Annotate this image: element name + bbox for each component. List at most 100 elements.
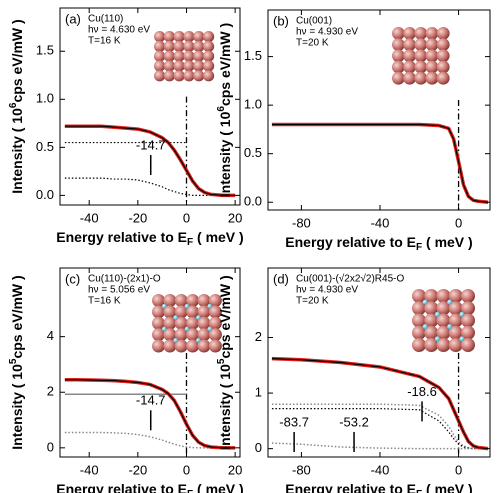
atom xyxy=(203,70,215,82)
series-line xyxy=(271,442,489,450)
series-line xyxy=(64,379,236,449)
atom xyxy=(403,60,416,74)
atom xyxy=(183,50,195,62)
atom xyxy=(461,325,475,340)
atom xyxy=(193,70,205,82)
annotation-label: -14.7 xyxy=(136,137,166,152)
x-tick-label: 20 xyxy=(228,462,242,477)
y-axis-label-part: cps eV/mW ) xyxy=(9,19,25,102)
y-tick-label: 0 xyxy=(255,440,262,455)
atom xyxy=(193,40,205,53)
atom xyxy=(436,38,450,51)
panel-note: T=20 K xyxy=(296,296,329,307)
atom xyxy=(392,49,405,63)
atom xyxy=(461,289,475,303)
atom xyxy=(436,289,451,303)
panel-label: (a) xyxy=(65,11,81,26)
x-tick-label: 0 xyxy=(455,462,462,477)
atom xyxy=(461,301,475,316)
panel-note: hν = 4.930 eV xyxy=(296,285,358,296)
y-axis-label-part: cps eV/mW ) xyxy=(217,23,233,106)
x-axis-label-part: ( meV ) xyxy=(193,229,244,245)
y-tick-label: 0 xyxy=(47,439,54,454)
atom xyxy=(425,27,439,40)
series-line xyxy=(64,431,236,449)
oxygen-atom xyxy=(207,303,212,309)
panel-note: T=20 K xyxy=(296,38,329,49)
y-tick-label: 0.5 xyxy=(244,145,262,160)
x-tick-label: 20 xyxy=(228,210,242,225)
oxygen-atom xyxy=(184,326,190,332)
crystal-model xyxy=(154,30,215,82)
x-axis-label: Energy relative to EF ( meV ) xyxy=(56,481,243,493)
atom xyxy=(461,338,475,352)
atom xyxy=(197,328,211,342)
atom xyxy=(154,70,166,82)
atom xyxy=(412,325,426,340)
atom xyxy=(163,60,175,72)
atom xyxy=(414,38,428,51)
y-tick-label: 1.5 xyxy=(244,48,262,63)
y-tick-label: 4 xyxy=(47,328,54,343)
atom xyxy=(197,294,211,307)
atom xyxy=(163,316,177,330)
x-axis-label-part: Energy relative to E xyxy=(56,229,187,245)
atom xyxy=(163,339,177,353)
atom xyxy=(425,38,439,51)
atom xyxy=(152,316,165,330)
atom xyxy=(448,325,463,340)
atom xyxy=(448,301,463,316)
atom xyxy=(461,313,475,328)
atom xyxy=(173,30,185,43)
atom xyxy=(425,60,439,74)
x-axis-label-part: ( meV ) xyxy=(422,481,473,493)
atom xyxy=(174,328,188,342)
panel-label: (d) xyxy=(273,271,289,286)
annotation-label: -14.7 xyxy=(136,393,166,408)
atom xyxy=(183,70,195,82)
atom xyxy=(208,305,222,319)
atom xyxy=(392,27,405,40)
atom xyxy=(183,30,195,43)
atom xyxy=(412,301,426,316)
oxygen-atom xyxy=(434,311,440,317)
oxygen-atom xyxy=(161,326,167,332)
atom xyxy=(403,38,416,51)
series-line xyxy=(271,123,489,203)
annotation-label: -53.2 xyxy=(339,414,369,429)
panel-note: Cu(001)-(√2x2√2)R45-O xyxy=(296,273,404,285)
atom xyxy=(173,50,185,62)
atom xyxy=(412,289,426,303)
annotation-label: -18.6 xyxy=(407,384,437,399)
atom xyxy=(186,305,200,319)
atom xyxy=(193,30,205,43)
x-axis-label: Energy relative to EF ( meV ) xyxy=(56,229,243,248)
y-axis-label-sup: 6 xyxy=(216,106,227,112)
y-axis-label-part: cps eV/mW ) xyxy=(9,275,25,358)
panel-note: T=16 K xyxy=(88,36,121,47)
atom xyxy=(436,338,451,352)
y-axis-label-sup: 6 xyxy=(8,102,19,108)
panel-label: (b) xyxy=(273,13,289,28)
x-axis-label-part: Energy relative to E xyxy=(56,481,187,493)
x-tick-label: -40 xyxy=(371,215,390,230)
y-tick-label: 1.5 xyxy=(36,43,54,58)
atom xyxy=(203,50,215,62)
atom xyxy=(197,339,211,353)
x-axis-label: Energy relative to EF ( meV ) xyxy=(285,234,472,253)
series-line xyxy=(271,122,489,204)
x-axis-label-sub: F xyxy=(416,242,422,253)
x-tick-label: -80 xyxy=(292,462,311,477)
atom xyxy=(448,289,463,303)
atom xyxy=(203,40,215,53)
atom xyxy=(186,294,200,307)
oxygen-atom xyxy=(422,324,428,330)
y-axis-label-sup: 5 xyxy=(8,358,19,364)
panel-note: Cu(001) xyxy=(296,16,332,27)
x-tick-label: -40 xyxy=(80,462,99,477)
atom xyxy=(163,305,177,319)
x-tick-label: 0 xyxy=(183,462,190,477)
y-axis-label-part: Intensity ( 10 xyxy=(9,364,25,450)
plot-frame xyxy=(59,7,241,206)
panel-note: hν = 4.930 eV xyxy=(296,27,358,38)
